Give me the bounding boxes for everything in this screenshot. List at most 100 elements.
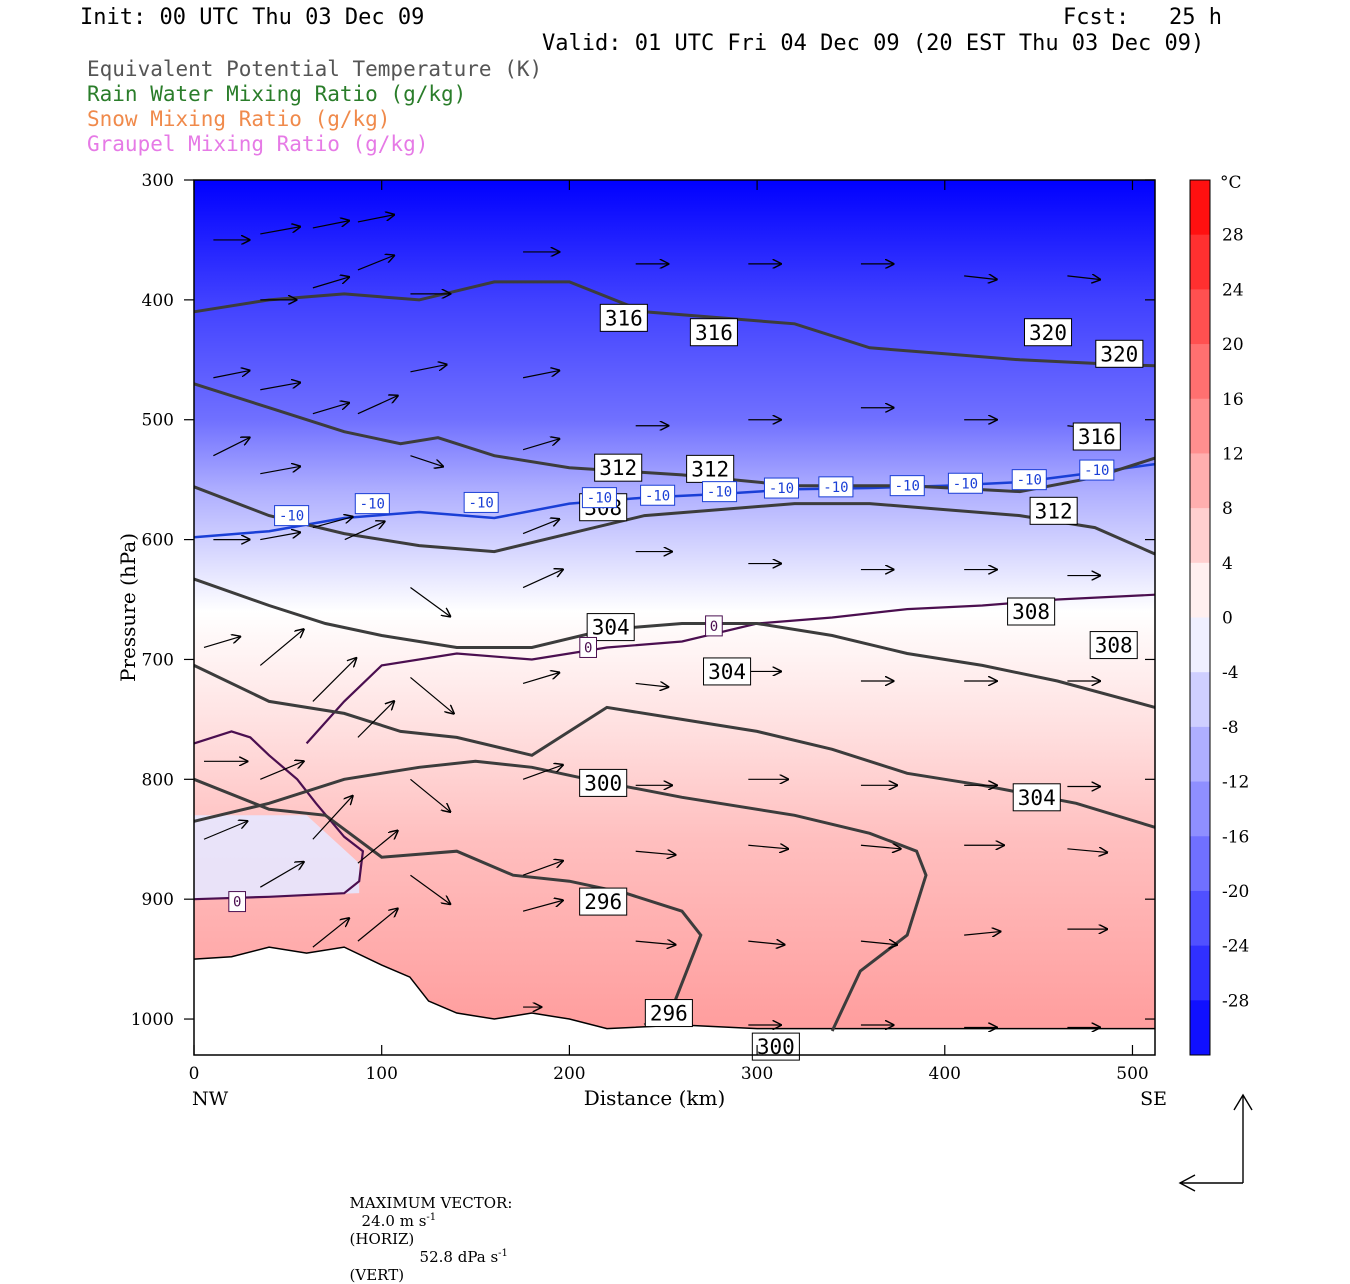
wind-vector: [1067, 276, 1099, 280]
colorbar-band: [1190, 945, 1210, 1001]
colorbar-tick-label: 24: [1222, 280, 1244, 300]
x-tick-label: 0: [189, 1064, 200, 1084]
theta-e-label-box: [1089, 631, 1138, 660]
isotherm-minus10-label: -10: [707, 485, 732, 501]
max-horiz-unit-exp: -1: [426, 1212, 437, 1223]
wind-vector: [357, 909, 398, 942]
wind-vector: [522, 371, 559, 379]
wind-vector: [213, 438, 249, 457]
theta-e-label: 316: [695, 321, 733, 345]
wind-vector: [522, 861, 563, 876]
wind-vector: [312, 658, 356, 702]
x-tick-label: 300: [741, 1064, 773, 1084]
colorbar-tick-label: 20: [1222, 335, 1244, 355]
colorbar-unit: °C: [1220, 173, 1242, 193]
max-vert-tag: (VERT): [349, 1266, 405, 1284]
y-tick-label: 1000: [131, 1010, 174, 1030]
colorbar-tick-label: 0: [1222, 609, 1233, 629]
y-tick-label: 700: [142, 650, 174, 670]
isotherm-minus10-label: -10: [895, 479, 920, 495]
theta-e-label: 304: [708, 660, 746, 684]
wind-vector: [410, 778, 450, 811]
theta-e-label: 308: [1012, 600, 1050, 624]
theta-e-label: 320: [1029, 321, 1067, 345]
colorbar-tick-label: 4: [1222, 554, 1233, 574]
y-tick-label: 800: [142, 770, 174, 790]
wind-vector: [522, 439, 559, 451]
wind-vector: [964, 932, 1000, 936]
wind-vector: [260, 227, 300, 235]
init-time: Init: 00 UTC Thu 03 Dec 09: [80, 5, 425, 30]
colorbar-band: [1190, 453, 1210, 509]
valid-time: Valid: 01 UTC Fri 04 Dec 09 (20 EST Thu …: [542, 31, 1205, 56]
isotherm-minus10-label: -10: [279, 509, 304, 525]
theta-e-contour: [193, 382, 1156, 494]
colorbar-tick-label: -24: [1222, 937, 1249, 957]
colorbar-band: [1190, 1000, 1210, 1056]
colorbar-tick-label: -28: [1222, 991, 1249, 1011]
isotherm-minus10-label: -10: [1084, 463, 1109, 479]
wind-vector: [860, 845, 901, 849]
colorbar-tick-label: 8: [1222, 499, 1233, 519]
x-end-label-right: SE: [1140, 1088, 1167, 1110]
legend-entry: Equivalent Potential Temperature (K): [87, 57, 543, 81]
wind-vector: [635, 851, 676, 855]
wind-vector: [357, 215, 394, 223]
colorbar-band: [1190, 180, 1210, 236]
wind-vector: [357, 396, 398, 415]
wind-vector: [357, 701, 394, 738]
y-tick-label: 400: [142, 291, 174, 311]
theta-e-label: 320: [1100, 342, 1138, 366]
theta-e-contour: [193, 485, 1156, 556]
theta-e-contour: [193, 777, 703, 1027]
forecast-hour: Fcst: 25 h: [1063, 5, 1222, 30]
isotherm-minus10-label-box: [702, 481, 738, 503]
theta-e-label-box: [586, 613, 635, 642]
theta-e-label: 312: [599, 456, 637, 480]
wind-vector: [260, 532, 300, 541]
colorbar-tick-label: 16: [1222, 390, 1244, 410]
isotherm-minus10-label: -10: [769, 481, 794, 497]
terrain-line: [193, 946, 1155, 1030]
theta-e-label-box: [594, 453, 643, 482]
y-tick-label: 600: [142, 531, 174, 551]
wind-vector: [522, 519, 559, 535]
legend-entry: Graupel Mixing Ratio (g/kg): [87, 132, 429, 156]
wind-vector: [522, 570, 563, 589]
theta-e-label-box: [599, 303, 648, 332]
wind-vector: [312, 918, 349, 948]
isotherm-minus10-label: -10: [587, 491, 612, 507]
isotherm-minus10-label-box: [947, 472, 983, 494]
wind-vector: [410, 455, 442, 467]
theta-e-label-box: [579, 768, 628, 797]
isotherm-zero-label-box: [705, 615, 723, 637]
colorbar-band: [1190, 234, 1210, 290]
wind-vector: [312, 221, 349, 229]
theta-e-label-box: [1029, 496, 1078, 525]
colorbar-band: [1190, 508, 1210, 564]
colorbar-band: [1190, 726, 1210, 783]
colorbar-tick-label: -20: [1222, 882, 1249, 902]
isotherm-minus10-label-box: [274, 505, 310, 527]
theta-e-label: 296: [584, 890, 622, 914]
wind-vector: [203, 637, 240, 649]
theta-e-label: 304: [1018, 786, 1056, 810]
isotherm-minus10-label-box: [763, 477, 800, 499]
colorbar-band: [1190, 890, 1210, 947]
wind-vector: [260, 466, 300, 475]
cold-pocket: [194, 815, 360, 900]
y-tick-label: 300: [142, 171, 174, 191]
wind-vector: [260, 761, 303, 780]
wind-vector: [357, 255, 394, 271]
theta-e-label-box: [1012, 783, 1061, 812]
theta-e-label: 308: [1095, 634, 1133, 658]
wind-vector: [522, 673, 559, 684]
isotherm-minus10-label-box: [581, 487, 617, 509]
theta-e-label-box: [644, 999, 693, 1028]
theta-e-label: 312: [691, 457, 729, 481]
theta-e-label: 312: [1035, 499, 1073, 523]
cross-section-chart: 2962963003003043043043083083083123123123…: [116, 171, 1253, 1192]
isotherm-minus10-label-box: [1011, 469, 1047, 491]
x-tick-label: 500: [1116, 1064, 1148, 1084]
plot-frame: [193, 179, 1156, 1056]
